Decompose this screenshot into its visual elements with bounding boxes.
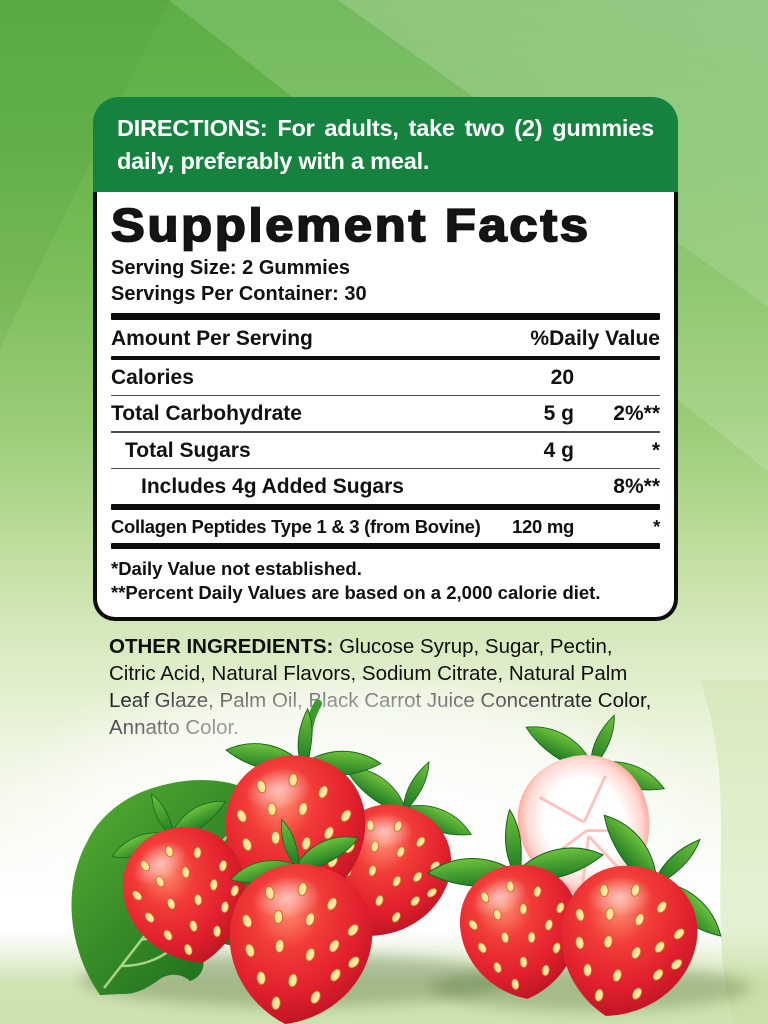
divider-thin [111,467,660,470]
serving-size: Serving Size: 2 Gummies [111,257,350,279]
footnote-percent-dv: **Percent Daily Values are based on a 2,… [111,582,601,604]
table-row: Collagen Peptides Type 1 & 3 (from Bovin… [111,510,660,543]
supplement-facts-title: Supplement Facts [110,198,591,252]
table-header-row: Amount Per Serving %Daily Value [111,320,660,356]
row-calories-amount: 20 [550,365,574,389]
divider-medium [111,356,660,360]
row-collagen-label: Collagen Peptides Type 1 & 3 (from Bovin… [111,516,481,538]
table-row: Total Carbohydrate 5 g 2%** [111,396,660,431]
directions-text: DIRECTIONS: For adults, take two (2) gum… [117,115,654,174]
row-total-sugars-amount: 4 g [543,438,574,462]
header-daily-value: %Daily Value [530,327,660,350]
table-row: Calories 20 [111,360,660,395]
label-card: DIRECTIONS: For adults, take two (2) gum… [93,97,678,741]
row-total-sugars-dv: * [651,438,660,462]
strawberries-image [0,680,768,1024]
row-carbohydrate-amount: 5 g [543,402,574,426]
divider-heavy [111,504,660,511]
table-row: Total Sugars 4 g * [111,433,660,468]
supplement-facts-panel: Supplement Facts Serving Size: 2 Gummies… [93,192,678,622]
row-calories-label: Calories [111,365,194,389]
row-carbohydrate-label: Total Carbohydrate [111,402,302,426]
row-collagen-amount: 120 mg [512,516,574,538]
other-ingredients-label: OTHER INGREDIENTS: [109,635,334,659]
row-total-sugars-label: Total Sugars [125,438,251,462]
row-added-sugars-label: Includes 4g Added Sugars [141,475,404,499]
divider-heavy [111,543,660,550]
divider-thin [111,394,660,397]
strawberry [217,699,386,920]
footnote-dv-not-established: *Daily Value not established. [111,558,362,580]
row-carbohydrate-dv: 2%** [613,402,660,426]
row-collagen-dv: * [653,516,660,538]
divider-thin [111,431,660,433]
servings-per-container: Servings Per Container: 30 [111,283,367,305]
table-row: Includes 4g Added Sugars 8%** [111,469,660,504]
divider-thick [111,313,660,320]
row-added-sugars-dv: 8%** [613,475,660,499]
footnotes: *Daily Value not established. **Percent … [111,557,660,605]
directions-box: DIRECTIONS: For adults, take two (2) gum… [93,97,678,192]
header-amount-per-serving: Amount Per Serving [111,327,313,350]
